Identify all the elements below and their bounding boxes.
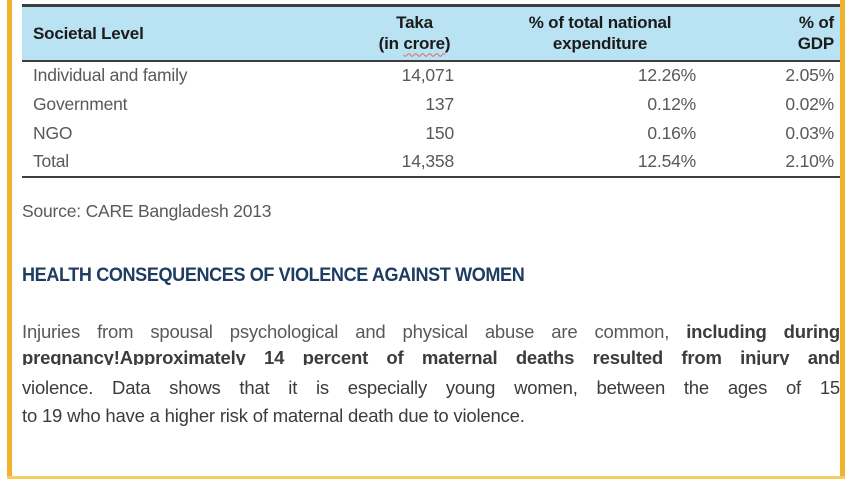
cell-level: Government	[33, 93, 128, 114]
frame-left-bar	[7, 0, 12, 479]
table-row: Total 14,358 12.54% 2.10%	[22, 148, 840, 177]
cell-taka: 14,358	[401, 151, 455, 171]
expenditure-table: Societal Level Taka (in crore) % of tota…	[22, 4, 840, 178]
source-line: Source: CARE Bangladesh 2013	[22, 201, 272, 221]
body-paragraph: Injuries from spousal psychological and …	[22, 318, 840, 430]
cell-level: Total	[33, 151, 69, 171]
cell-pct: 0.16%	[647, 122, 696, 143]
paragraph-line-1: Injuries from spousal psychological and …	[22, 321, 840, 342]
table-row: Government 137 0.12% 0.02%	[22, 90, 840, 119]
table-row: NGO 150 0.16% 0.03%	[22, 119, 840, 148]
cell-pct: 0.12%	[647, 93, 696, 114]
cell-pct: 12.26%	[637, 65, 696, 85]
header-taka-line2: (in crore)	[378, 34, 451, 54]
spellcheck-underline: crore	[403, 34, 445, 54]
table-row: Individual and family 14,071 12.26% 2.05%	[22, 61, 840, 90]
page-content: Societal Level Taka (in crore) % of tota…	[22, 0, 840, 426]
header-taka-line1: Taka	[396, 13, 433, 33]
table-header: Societal Level Taka (in crore) % of tota…	[22, 5, 840, 61]
cell-gdp: 0.02%	[785, 93, 834, 114]
cell-taka: 137	[425, 93, 454, 114]
section-heading: HEALTH CONSEQUENCES OF VIOLENCE AGAINST …	[22, 265, 525, 286]
column-header-pct-national: % of total national expenditure	[528, 13, 672, 54]
paragraph-line-2-clipped: pregnancy!Approximately 14 percent of ma…	[22, 347, 840, 365]
cell-level: Individual and family	[33, 65, 188, 85]
column-header-pct-gdp: % of GDP	[797, 13, 834, 54]
table-body: Individual and family 14,071 12.26% 2.05% Go…	[22, 61, 840, 177]
column-header-taka: Taka (in crore)	[335, 6, 460, 61]
frame-right-bar	[840, 0, 845, 479]
column-header-societal-level: Societal Level	[33, 23, 144, 43]
cell-gdp: 2.05%	[785, 65, 834, 85]
paragraph-line-3: violence. Data shows that it is especial…	[22, 377, 840, 398]
cell-taka: 150	[425, 122, 454, 143]
cell-level: NGO	[33, 122, 73, 143]
frame-bottom-bar	[7, 476, 845, 479]
cell-taka: 14,071	[401, 65, 455, 85]
cell-gdp: 2.10%	[785, 151, 834, 171]
paragraph-line-4: to 19 who have a higher risk of maternal…	[22, 405, 525, 426]
cell-gdp: 0.03%	[785, 122, 834, 143]
cell-pct: 12.54%	[637, 151, 696, 171]
